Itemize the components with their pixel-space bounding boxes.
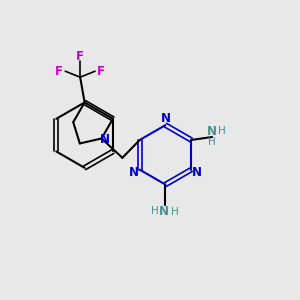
Text: N: N xyxy=(159,205,169,218)
Text: N: N xyxy=(100,134,110,146)
Text: H: H xyxy=(218,126,225,136)
Text: F: F xyxy=(55,65,63,78)
Text: H: H xyxy=(208,137,216,147)
Text: N: N xyxy=(192,167,202,179)
Text: N: N xyxy=(207,124,217,138)
Text: N: N xyxy=(160,112,170,125)
Text: H: H xyxy=(151,206,159,216)
Text: H: H xyxy=(170,207,178,217)
Text: F: F xyxy=(97,65,105,78)
Text: N: N xyxy=(129,167,139,179)
Text: F: F xyxy=(76,50,84,63)
